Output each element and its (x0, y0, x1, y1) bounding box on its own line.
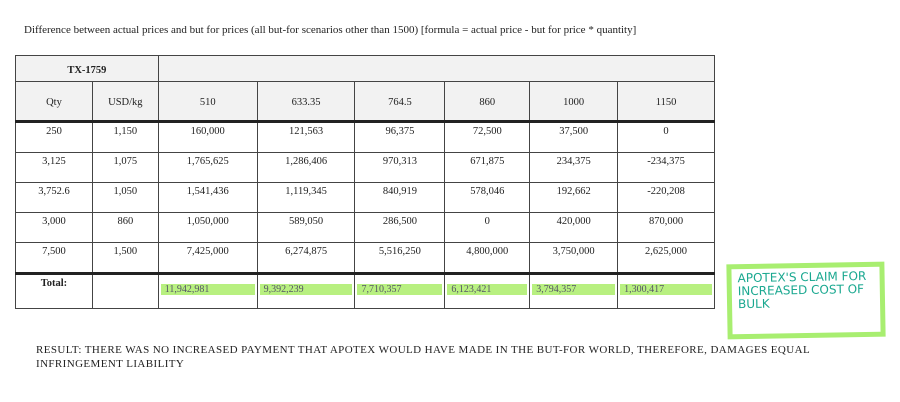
handwritten-note: APOTEX'S CLAIM FOR INCREASED COST OF BUL… (726, 261, 886, 340)
table-cell: 250 (15, 120, 93, 153)
table-cell: 37,500 (529, 120, 619, 153)
table-cell: 7,500 (15, 242, 93, 274)
table-cell: 4,800,000 (444, 242, 531, 274)
document-title: Difference between actual prices and but… (24, 24, 637, 36)
total-value: 1,300,417 (620, 284, 712, 295)
table-cell: 1,765,625 (157, 152, 258, 183)
table-cell: 589,050 (256, 212, 356, 243)
product-label: TX-1759 (15, 55, 159, 82)
table-cell: 578,046 (444, 182, 531, 213)
table-cell: 1,541,436 (157, 182, 258, 213)
table-cell: 1,050,000 (157, 212, 258, 243)
table-row: 7,500 1,500 7,425,000 6,274,875 5,516,250 4,8… (15, 242, 715, 274)
table-cell: 72,500 (444, 120, 531, 153)
table-cell: 840,919 (354, 182, 446, 213)
table-cell: 3,750,000 (529, 242, 619, 274)
price-difference-table: TX-1759 Qty USD/kg 510 633.35 764.5 860 1000 11… (15, 55, 716, 309)
table-row: 3,125 1,075 1,765,625 1,286,406 970,313 671,8… (15, 152, 715, 183)
table-cell: 671,875 (444, 152, 531, 183)
table-cell: 3,752.6 (15, 182, 93, 213)
column-header: 764.5 (354, 81, 446, 122)
table-cell: 286,500 (354, 212, 446, 243)
table-cell: 860 (91, 212, 159, 243)
table-cell: 3,125 (15, 152, 93, 183)
table-cell: 1,286,406 (256, 152, 356, 183)
table-cell: 1,050 (91, 182, 159, 213)
total-value: 11,942,981 (160, 284, 255, 295)
table-cell: 6,274,875 (256, 242, 356, 274)
table-cell: 1,500 (91, 242, 159, 274)
table-cell: 7,425,000 (157, 242, 258, 274)
column-header: USD/kg (91, 81, 159, 122)
total-row: Total: 11,942,981 9,392,239 7,710,357 6,123,… (15, 272, 715, 309)
total-value: 3,794,357 (532, 284, 616, 295)
column-header: 1000 (529, 81, 619, 122)
total-value: 7,710,357 (357, 284, 443, 295)
total-value: 6,123,421 (447, 284, 528, 295)
total-value: 9,392,239 (259, 284, 353, 295)
table-cell: 2,625,000 (617, 242, 715, 274)
table-row: 3,752.6 1,050 1,541,436 1,119,345 840,919 578… (15, 182, 715, 213)
table-cell: 0 (444, 212, 531, 243)
total-label: Total: (15, 272, 93, 309)
table-cell: 1,119,345 (256, 182, 356, 213)
column-header: 633.35 (256, 81, 356, 122)
table-row: 3,000 860 1,050,000 589,050 286,500 0 420,000 8… (15, 212, 715, 243)
table-cell: 1,150 (91, 120, 159, 153)
table-cell: 192,662 (529, 182, 619, 213)
table-cell: 234,375 (529, 152, 619, 183)
table-cell: 3,000 (15, 212, 93, 243)
column-header: 1150 (617, 81, 715, 122)
table-cell: 1,075 (91, 152, 159, 183)
table-cell: 870,000 (617, 212, 715, 243)
table-cell: 0 (617, 120, 715, 153)
result-statement: RESULT: THERE WAS NO INCREASED PAYMENT T… (36, 344, 810, 370)
table-row: 250 1,150 160,000 121,563 96,375 72,500 37,500… (15, 120, 715, 153)
table-cell: -220,208 (617, 182, 715, 213)
table-cell: 420,000 (529, 212, 619, 243)
table-cell: 96,375 (354, 120, 446, 153)
column-header: 860 (444, 81, 531, 122)
table-cell: 5,516,250 (354, 242, 446, 274)
column-header: Qty (15, 81, 93, 122)
table-cell: 970,313 (354, 152, 446, 183)
column-header: 510 (157, 81, 258, 122)
table-cell: 160,000 (157, 120, 258, 153)
table-cell: 121,563 (256, 120, 356, 153)
table-cell: -234,375 (617, 152, 715, 183)
